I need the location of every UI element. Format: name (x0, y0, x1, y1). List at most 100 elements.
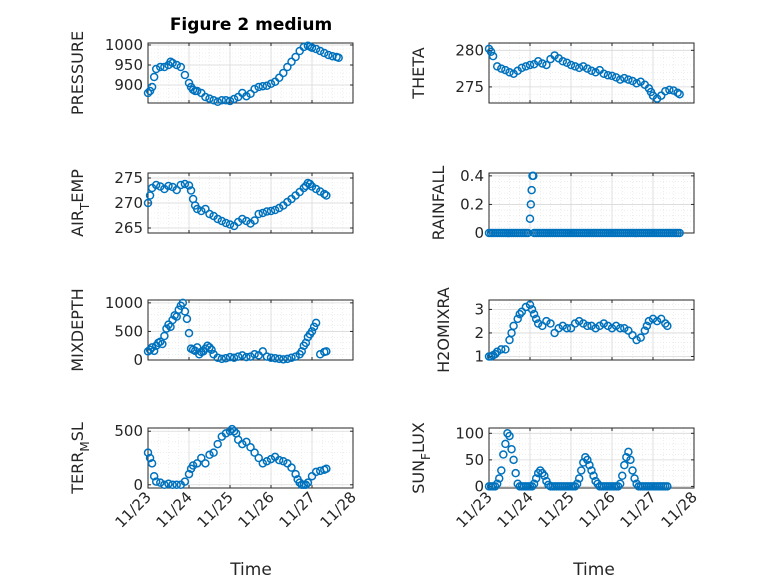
data-point (295, 46, 304, 56)
data-point (303, 478, 313, 487)
data-point (279, 355, 288, 364)
data-point (205, 450, 214, 460)
x-tick-label: 11/24 (494, 488, 537, 531)
data-point (307, 43, 317, 53)
data-point (562, 58, 572, 68)
data-point (624, 75, 633, 84)
data-point (143, 198, 153, 208)
data-point (525, 60, 535, 70)
y-axis-label-tail: EMP (68, 169, 87, 203)
data-point (611, 73, 621, 82)
data-point (320, 189, 329, 199)
data-point (675, 228, 684, 238)
data-point (279, 68, 288, 78)
data-point (233, 435, 243, 445)
data-point (529, 479, 539, 489)
data-point (197, 206, 206, 216)
data-point (160, 62, 169, 72)
series-points (484, 44, 684, 103)
data-point (143, 88, 153, 98)
data-point (574, 63, 584, 73)
data-point (624, 326, 633, 335)
series-points (484, 429, 672, 491)
data-point (501, 345, 510, 354)
data-point (615, 479, 625, 489)
y-axis-label: TERRMSL (68, 422, 92, 495)
data-point (262, 456, 272, 466)
data-point (607, 323, 617, 333)
data-point (307, 327, 317, 336)
data-point (207, 345, 216, 354)
data-point (538, 59, 547, 68)
panel-mixdepth: 0 500 1000 MIXDEPTH (68, 288, 354, 372)
data-point (566, 60, 576, 70)
data-point (250, 350, 259, 359)
data-point (246, 352, 255, 361)
data-point (145, 86, 155, 96)
y-axis-label-main: SUN (409, 460, 428, 494)
data-point (322, 347, 331, 356)
data-point (603, 70, 613, 80)
series-points (484, 171, 684, 238)
data-point (558, 321, 568, 331)
data-point (525, 214, 535, 223)
axes-box (488, 42, 695, 104)
data-point (221, 95, 231, 105)
data-point (628, 466, 637, 475)
data-point (299, 183, 309, 193)
data-point (642, 321, 652, 331)
data-point (246, 443, 255, 452)
y-tick-label: 275 (114, 169, 143, 187)
x-tick-label: 11/27 (276, 488, 319, 531)
data-point (322, 191, 331, 200)
data-point (486, 47, 496, 57)
data-point (507, 444, 516, 454)
data-point (213, 353, 222, 362)
axes-box (147, 42, 354, 104)
data-point (615, 75, 625, 84)
data-point (186, 186, 196, 195)
data-point (287, 463, 296, 472)
y-tick-label: 0 (133, 351, 143, 369)
panel-theta: 275 280 THETA (409, 41, 695, 104)
y-axis-label: H2OMIXRA (434, 287, 453, 373)
y-tick-label: 1000 (105, 294, 143, 312)
data-point (209, 448, 218, 457)
x-tick-label: 11/27 (617, 488, 660, 531)
data-point (526, 200, 536, 209)
data-point (229, 353, 239, 362)
series-points (143, 41, 343, 107)
data-point (254, 82, 263, 92)
data-point (497, 466, 506, 475)
data-point (334, 53, 343, 63)
data-point (523, 228, 533, 238)
data-point (182, 314, 192, 324)
data-point (525, 300, 535, 309)
data-point (164, 479, 173, 488)
y-axis-label-sub: M (78, 441, 92, 451)
data-point (495, 474, 504, 483)
data-point (274, 354, 284, 364)
data-point (274, 455, 284, 465)
data-point (258, 208, 268, 218)
data-point (287, 57, 296, 67)
y-tick-label: 900 (114, 76, 143, 94)
data-point (620, 73, 629, 83)
data-point (587, 321, 596, 331)
data-point (603, 321, 613, 331)
data-point (160, 480, 169, 490)
data-point (673, 88, 682, 98)
data-point (301, 480, 311, 490)
x-tick-label: 11/26 (235, 488, 278, 531)
data-point (201, 204, 210, 214)
data-point (168, 58, 177, 68)
panel-air_temp: 265 270 275 AIRTEMP (68, 169, 354, 237)
y-tick-label: 0 (133, 476, 143, 494)
data-point (628, 331, 637, 340)
axes-box (147, 427, 354, 489)
data-point (554, 323, 563, 333)
data-point (258, 81, 268, 91)
data-point (262, 207, 272, 216)
data-point (497, 345, 506, 354)
